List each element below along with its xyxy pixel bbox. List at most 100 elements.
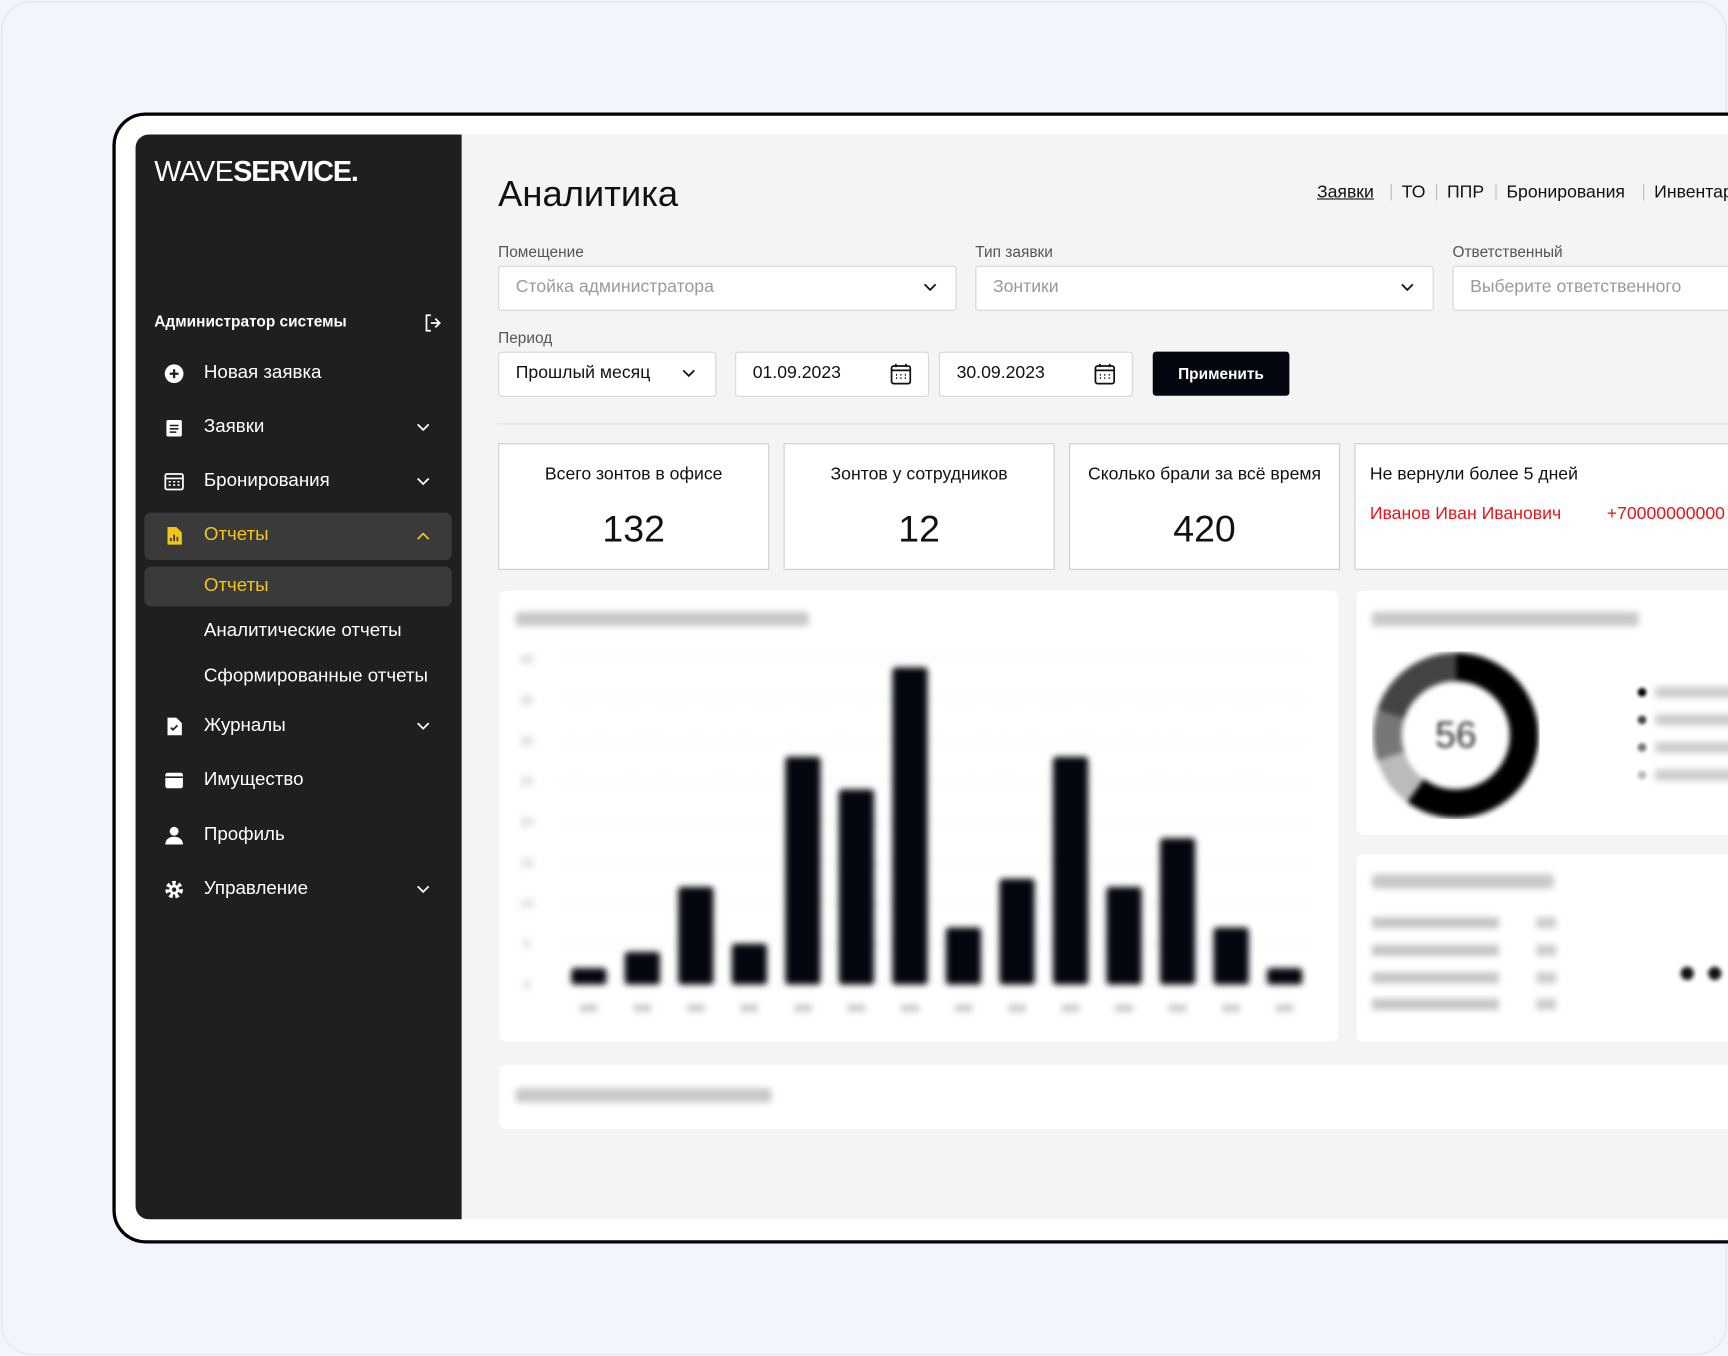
y-tick-label: 25 [520,775,534,789]
rating-row-blurred [1372,998,1499,1010]
tab[interactable]: ТО [1401,183,1426,202]
menu-icon [167,717,182,736]
stat-card [498,443,770,570]
tab-separator [1495,184,1497,201]
rating-score-blurred [1536,998,1557,1010]
tab[interactable]: Бронирования [1506,183,1625,202]
bar [1159,838,1196,985]
x-label-blurred [794,1004,812,1013]
menu-active-bg [144,512,452,561]
tab-separator [1643,184,1645,201]
x-label-blurred [847,1004,866,1013]
legend-text-blurred [1655,741,1728,753]
chevron [417,532,430,540]
logout-icon [425,314,441,332]
sidebar [135,134,462,1220]
filter-label: Помещение [498,242,584,261]
chevron [682,369,695,378]
y-tick-label: 5 [523,937,530,951]
legend-dot-blurred [1637,687,1647,697]
submenu-item[interactable]: Аналитические отчеты [203,620,402,641]
legend-dot-blurred [1637,743,1647,752]
rating-title-blurred [1372,874,1554,889]
x-label-blurred [633,1004,652,1013]
tab[interactable]: Инвентаризация [1654,183,1728,202]
legend-dot-blurred [1637,770,1647,780]
menu-item[interactable]: Новая заявка [203,362,322,384]
menu-item[interactable]: Бронирования [203,470,330,492]
x-label-blurred [954,1004,973,1013]
page-title: Аналитика [498,172,679,214]
stat-card-title: Зонтов у сотрудников [830,465,1008,485]
menu-icon [165,880,183,899]
menu-item[interactable]: Журналы [203,714,286,736]
stat-card-title: Всего зонтов в офисе [544,465,723,485]
menu-item[interactable]: Профиль [203,823,285,845]
chart-title-blurred [515,611,809,627]
rating-row-blurred [1372,944,1499,956]
tab-separator [1390,184,1392,201]
rating-score-blurred [1536,972,1557,984]
calendar-icon [890,363,912,385]
y-tick-label: 35 [520,693,534,707]
x-label-blurred [901,1004,919,1013]
apply-button-text[interactable]: Применить [1178,365,1264,383]
period-value: Прошлый месяц [515,363,651,383]
submenu-item[interactable]: Сформированные отчеты [203,665,428,687]
overdue-phone: +70000000000 [1606,504,1725,524]
stat-card-value: 420 [1173,508,1236,550]
menu-item[interactable]: Управление [203,878,309,899]
donut-value: 56 [1434,714,1477,757]
tab[interactable]: Заявки [1316,183,1374,202]
donut [1373,652,1539,818]
overdue-card [1354,443,1728,570]
x-label-blurred [740,1004,759,1013]
chevron [417,722,430,730]
select-placeholder: Стойка администратора [515,277,714,297]
x-label-blurred [1168,1004,1187,1013]
y-tick-label: 30 [520,734,534,748]
menu-icon [164,473,184,491]
donut-title-blurred [1372,611,1639,627]
rating-row-blurred [1372,972,1499,984]
menu-icon [165,772,183,789]
y-tick-label: 15 [520,856,534,870]
overdue-name: Иванов Иван Иванович [1369,504,1562,524]
bar [945,927,982,985]
rating-dot-blurred [1680,966,1694,981]
rating-score-blurred [1536,917,1557,929]
select-box[interactable] [1452,265,1728,311]
bar [1213,927,1249,985]
select-box[interactable] [975,265,1434,311]
calendar-icon [1094,363,1116,385]
bar [785,756,821,985]
x-label-blurred [1008,1004,1026,1013]
filter-label: Тип заявки [975,242,1053,261]
logo: WAVE SERVICE. [154,154,359,188]
menu-item[interactable]: Заявки [203,416,265,438]
x-label-blurred [1275,1004,1294,1013]
chevron [417,477,430,486]
menu-item[interactable]: Отчеты [203,524,269,546]
tab-separator [1435,184,1438,201]
user-name: Администратор системы [154,312,347,330]
x-label-blurred [1115,1004,1133,1013]
rating-score-blurred [1536,944,1557,956]
bar [1267,968,1303,985]
bar [999,878,1035,985]
x-label-blurred [1061,1004,1080,1013]
period-select[interactable] [498,351,717,397]
logo-bold: SERVICE. [233,154,359,188]
x-label-blurred [1222,1004,1240,1013]
period-label: Период [498,328,553,347]
y-tick-label: 20 [520,815,534,829]
menu-icon [167,526,182,545]
submenu-item[interactable]: Отчеты [203,574,269,596]
menu-item[interactable]: Имущество [203,768,304,790]
y-tick-label: 0 [523,978,530,992]
select-box[interactable] [498,265,957,311]
apply-button[interactable] [1152,351,1290,396]
chevron [417,423,430,432]
tab[interactable]: ППР [1446,183,1485,202]
